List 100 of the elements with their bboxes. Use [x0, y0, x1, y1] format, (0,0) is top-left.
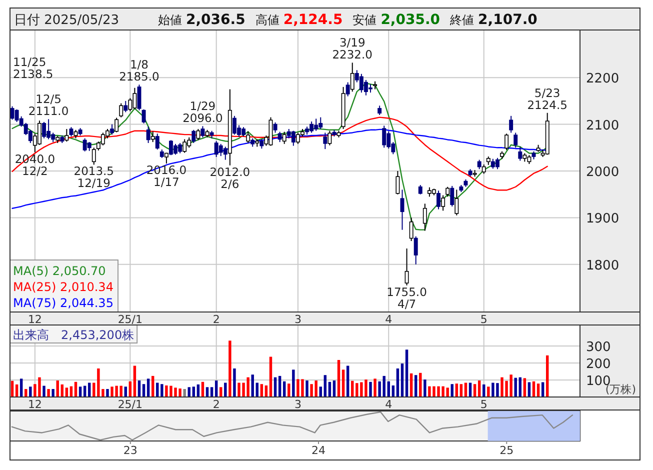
- bar: [468, 382, 472, 397]
- bar: [52, 389, 54, 397]
- y-tick-label: 1800: [586, 258, 620, 274]
- candlestick: [400, 189, 404, 230]
- candlestick: [323, 132, 328, 150]
- candlestick: [282, 131, 286, 144]
- bar: [47, 389, 50, 397]
- annotation: 1/29 2096.0: [182, 99, 223, 126]
- y-tick-label: 2000: [586, 165, 620, 180]
- candlestick: [518, 146, 522, 162]
- x-tick-label: 23: [123, 444, 138, 457]
- x-tick-label: 24: [312, 444, 326, 457]
- candlestick: [328, 130, 332, 146]
- candlestick: [92, 147, 96, 166]
- candlestick: [273, 122, 278, 134]
- candlestick: [196, 128, 200, 141]
- bar: [528, 382, 531, 397]
- candlestick: [278, 131, 282, 143]
- candlestick: [37, 120, 42, 146]
- candlestick: [418, 184, 422, 195]
- candlestick: [150, 130, 155, 143]
- bar: [306, 380, 308, 397]
- x-tick-label: 4: [385, 398, 392, 411]
- bar: [419, 372, 422, 397]
- candlestick: [504, 133, 509, 150]
- bar: [405, 350, 408, 397]
- bar: [146, 378, 150, 397]
- x-tick-label: 5: [480, 313, 488, 326]
- candlestick: [482, 164, 486, 174]
- bar: [342, 370, 345, 397]
- annotation: 1755.0 4/7: [386, 284, 427, 311]
- y-tick-label: 200: [586, 357, 611, 372]
- candlestick: [422, 203, 427, 232]
- bar: [228, 340, 232, 397]
- candlestick: [182, 138, 187, 154]
- candlestick: [291, 130, 296, 146]
- candlestick: [404, 248, 409, 286]
- annotation: 1/8 2185.0: [119, 58, 160, 84]
- bar: [106, 389, 109, 397]
- y-tick-label: 2200: [586, 72, 620, 87]
- bar: [88, 382, 91, 397]
- annotation: 2013.5 12/19: [74, 164, 114, 190]
- x-tick-label: 4: [385, 313, 392, 326]
- bar: [523, 378, 526, 397]
- y-tick-label: 1900: [586, 212, 620, 227]
- bar: [156, 382, 159, 397]
- y-tick-label: 2100: [586, 118, 620, 134]
- candlestick: [223, 146, 228, 160]
- x-tick-label: 12: [28, 398, 42, 411]
- x-tick-label: 3: [294, 313, 302, 326]
- bar: [160, 384, 164, 397]
- candlestick: [441, 194, 446, 212]
- x-tick-label: 25/1: [118, 398, 143, 411]
- candlestick: [69, 126, 74, 137]
- bar: [369, 382, 372, 397]
- candlestick: [246, 130, 250, 144]
- bar: [269, 356, 272, 397]
- candlestick: [124, 100, 128, 113]
- candlestick: [192, 129, 196, 144]
- bar: [346, 366, 350, 397]
- bar: [546, 355, 549, 397]
- candlestick: [495, 157, 500, 170]
- bar: [337, 360, 340, 397]
- candlestick: [414, 236, 418, 265]
- candlestick: [477, 159, 482, 170]
- candlestick: [260, 138, 264, 150]
- bar: [324, 375, 327, 397]
- bar: [396, 368, 400, 397]
- candlestick: [409, 217, 414, 242]
- candlestick: [137, 84, 142, 111]
- bar: [414, 375, 418, 397]
- x-tick-label: 25/1: [118, 313, 143, 326]
- text: MA(25) 2,010.34: [13, 280, 114, 294]
- candlestick: [446, 186, 450, 198]
- candlestick: [146, 126, 150, 144]
- candlestick: [119, 102, 124, 118]
- candlestick: [378, 105, 382, 116]
- chart-subtitle: 始値 2,036.5 高値 2,124.5 安値 2,035.0 終値 2,107.0: [158, 12, 538, 28]
- bar: [251, 374, 254, 397]
- candlestick: [350, 62, 354, 92]
- text: MA(5) 2,050.70: [13, 264, 106, 278]
- annotation: 11/25 2138.5: [13, 55, 54, 81]
- candlestick: [436, 190, 441, 210]
- candlestick: [142, 108, 146, 124]
- candlestick: [514, 132, 518, 148]
- bar: [151, 376, 154, 397]
- bar: [424, 380, 426, 397]
- candlestick: [200, 126, 205, 138]
- annotation: 12/5 2111.0: [28, 92, 69, 118]
- x-tick-label: 3: [294, 398, 302, 411]
- bar: [256, 382, 258, 397]
- annotation: 2012.0 2/6: [210, 164, 250, 191]
- bar: [224, 382, 227, 397]
- annotation: 2016.0 1/17: [146, 163, 187, 189]
- bar: [29, 386, 32, 397]
- chart-title: 日付 2025/05/23: [14, 13, 120, 28]
- candlestick: [155, 133, 160, 150]
- bar: [233, 368, 236, 397]
- bar: [183, 389, 186, 397]
- candlestick: [454, 189, 459, 216]
